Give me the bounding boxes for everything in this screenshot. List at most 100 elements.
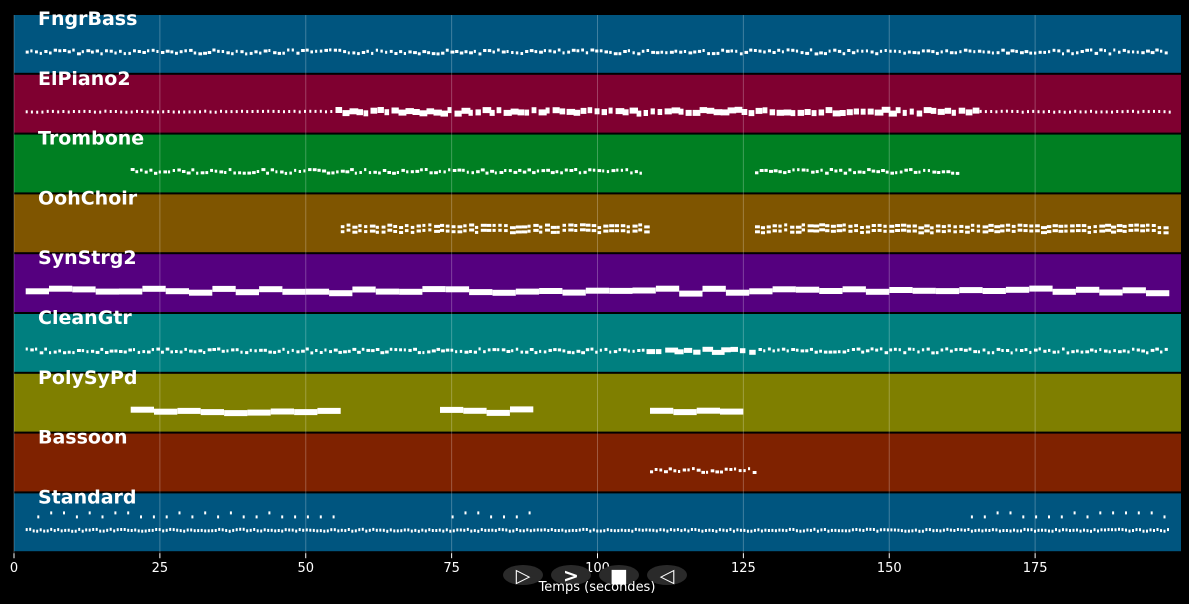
note (146, 110, 149, 114)
note (25, 50, 29, 54)
note (641, 528, 644, 532)
note (949, 51, 954, 55)
note (256, 109, 259, 113)
note (842, 228, 846, 232)
note (1112, 511, 1115, 515)
note (466, 170, 469, 174)
note (308, 168, 312, 172)
note (422, 228, 426, 232)
note (99, 110, 102, 114)
note (1048, 110, 1050, 113)
forward-button[interactable]: > (551, 565, 591, 587)
note (358, 229, 362, 233)
note (380, 49, 383, 53)
note (559, 108, 566, 115)
note (973, 50, 976, 54)
note (511, 349, 514, 353)
back-button-bg (647, 565, 687, 585)
note (190, 528, 193, 532)
note (811, 170, 815, 174)
note (644, 230, 650, 234)
note (1084, 110, 1087, 114)
note (510, 108, 519, 115)
note (291, 528, 294, 532)
note (674, 49, 678, 53)
note (877, 223, 882, 227)
note (885, 170, 889, 174)
note (625, 168, 629, 172)
note (1132, 109, 1134, 113)
note (298, 528, 301, 532)
note (413, 51, 417, 55)
note (422, 286, 446, 293)
note (312, 528, 315, 532)
note (748, 110, 755, 117)
note (78, 527, 81, 531)
note (930, 226, 934, 230)
note (632, 349, 635, 353)
note (811, 110, 817, 117)
note (609, 224, 615, 228)
note (1071, 350, 1075, 354)
note (225, 110, 228, 114)
note (881, 169, 885, 172)
note (813, 527, 816, 531)
note (534, 351, 538, 355)
note (632, 287, 656, 294)
note (477, 529, 480, 533)
note (553, 348, 557, 352)
note (871, 224, 876, 227)
note (398, 109, 407, 116)
note (701, 529, 704, 533)
note (994, 225, 1001, 229)
note (872, 528, 875, 531)
note (1113, 48, 1116, 52)
note (851, 348, 855, 351)
note (154, 171, 158, 175)
note (386, 529, 389, 533)
note (738, 469, 742, 473)
note (1038, 50, 1042, 54)
note (427, 350, 431, 354)
note (130, 406, 154, 413)
play-button[interactable]: ▷ (503, 565, 543, 587)
note (229, 511, 232, 515)
note (498, 527, 501, 531)
note (673, 469, 677, 473)
note (459, 349, 463, 353)
note (1160, 49, 1163, 53)
note (267, 528, 270, 532)
note (921, 348, 925, 352)
note (982, 348, 986, 352)
note (991, 351, 995, 355)
note (931, 351, 935, 355)
note (760, 529, 763, 533)
note (1006, 349, 1010, 352)
note (620, 528, 623, 532)
note (1111, 110, 1113, 114)
note (732, 529, 735, 533)
note (949, 349, 953, 353)
note (591, 229, 597, 233)
stop-button[interactable]: ■ (599, 565, 639, 587)
note (1038, 347, 1041, 351)
note (1104, 528, 1106, 532)
note (295, 529, 298, 533)
note (763, 50, 766, 54)
note (1134, 223, 1139, 227)
note (988, 529, 991, 532)
forward-button-bg (551, 565, 591, 585)
note (102, 529, 105, 533)
note (212, 48, 216, 52)
note (266, 171, 269, 175)
note (744, 50, 749, 54)
note (856, 49, 859, 53)
note (766, 230, 771, 234)
note (426, 108, 435, 115)
note (72, 110, 75, 113)
note (924, 224, 930, 228)
note (1023, 224, 1028, 228)
note (734, 467, 737, 471)
note (291, 348, 294, 352)
back-button[interactable]: ◁ (647, 565, 687, 587)
